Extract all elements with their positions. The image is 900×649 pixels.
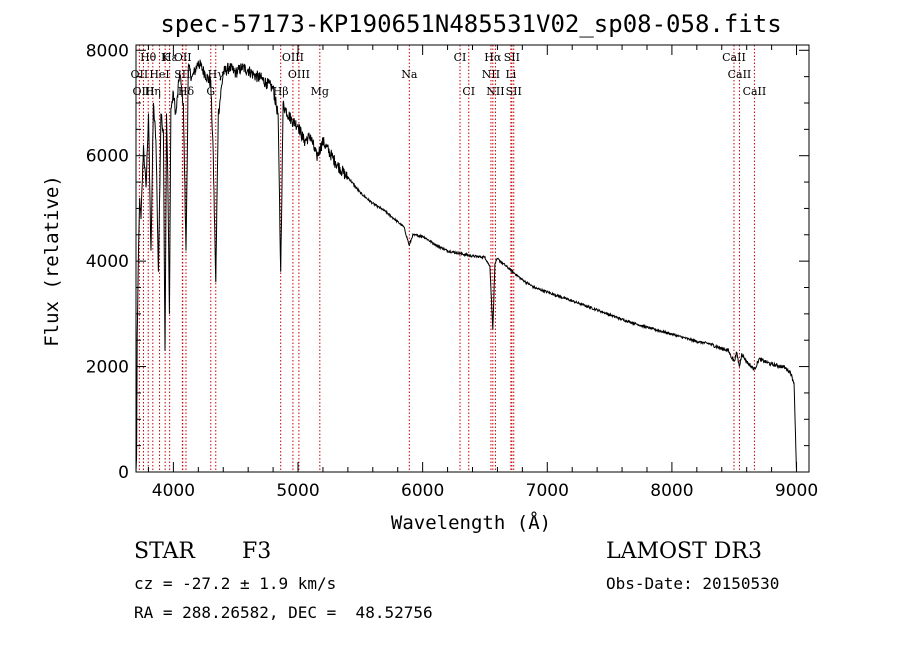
x-tick-label: 4000 (152, 481, 195, 501)
spectral-line-label: SII (506, 85, 522, 98)
obs-date: Obs-Date: 20150530 (606, 574, 780, 593)
survey-name: LAMOST DR3 (606, 539, 762, 564)
x-axis-label: Wavelength (Å) (391, 511, 551, 534)
y-tick-label: 6000 (86, 147, 129, 167)
y-tick-label: 4000 (86, 252, 129, 272)
spectral-line-label: Hα (484, 51, 502, 64)
x-tick-label: 8000 (650, 481, 693, 501)
y-tick-label: 0 (118, 463, 129, 483)
object-subclass: F3 (242, 539, 272, 564)
spectral-line-label: Li (505, 68, 516, 81)
y-axis-ticks: 0 2000 4000 6000 8000 (86, 41, 809, 483)
x-tick-label: 6000 (401, 481, 444, 501)
spectral-line-label: Mg (311, 85, 329, 98)
x-tick-label: 7000 (526, 481, 569, 501)
spectral-line-label: OIII (282, 51, 304, 64)
spectral-line-label: NII (486, 85, 504, 98)
spectral-line-label: K (161, 51, 170, 64)
spectral-line-label: OII (131, 68, 149, 81)
spectral-line-label: CaII (728, 68, 752, 81)
velocity-readout: cz = -27.2 ± 1.9 km/s (134, 574, 337, 593)
object-type: STAR (134, 539, 195, 564)
y-tick-label: 8000 (86, 41, 129, 61)
spectral-line-label: Hθ (140, 51, 157, 64)
x-tick-label: 5000 (276, 481, 319, 501)
spectral-line-label: OIII (132, 85, 154, 98)
spectral-line-label: OII (174, 51, 192, 64)
y-tick-label: 2000 (86, 358, 129, 378)
coordinates: RA = 288.26582, DEC = 48.52756 (134, 603, 433, 622)
spectral-line-label: CI (454, 51, 467, 64)
spectral-line-label: SII (174, 68, 190, 81)
spectral-line-label: CaII (743, 85, 767, 98)
spectral-line-label: HeI (149, 68, 169, 81)
spectral-line-label: CaII (722, 51, 746, 64)
chart-title: spec-57173-KP190651N485531V02_sp08-058.f… (160, 10, 781, 38)
spectral-line-label: SII (504, 51, 520, 64)
y-axis-label: Flux (relative) (41, 175, 63, 347)
spectrum-line (135, 59, 797, 473)
x-tick-label: 9000 (775, 481, 818, 501)
spectral-line-label: Hγ (208, 68, 225, 81)
spectral-line-label: OIII (288, 68, 310, 81)
x-axis-ticks: 4000 5000 6000 7000 8000 9000 (147, 45, 818, 501)
spectral-line-markers (138, 45, 755, 472)
spectral-line-label: Hδ (178, 85, 195, 98)
spectral-line-label: CI (462, 85, 475, 98)
plot-frame (135, 44, 810, 473)
spectral-line-label: Hβ (273, 85, 289, 98)
spectral-line-label: Na (401, 68, 418, 81)
spectral-line-label: Hη (145, 85, 161, 98)
spectral-line-label: NII (482, 68, 500, 81)
